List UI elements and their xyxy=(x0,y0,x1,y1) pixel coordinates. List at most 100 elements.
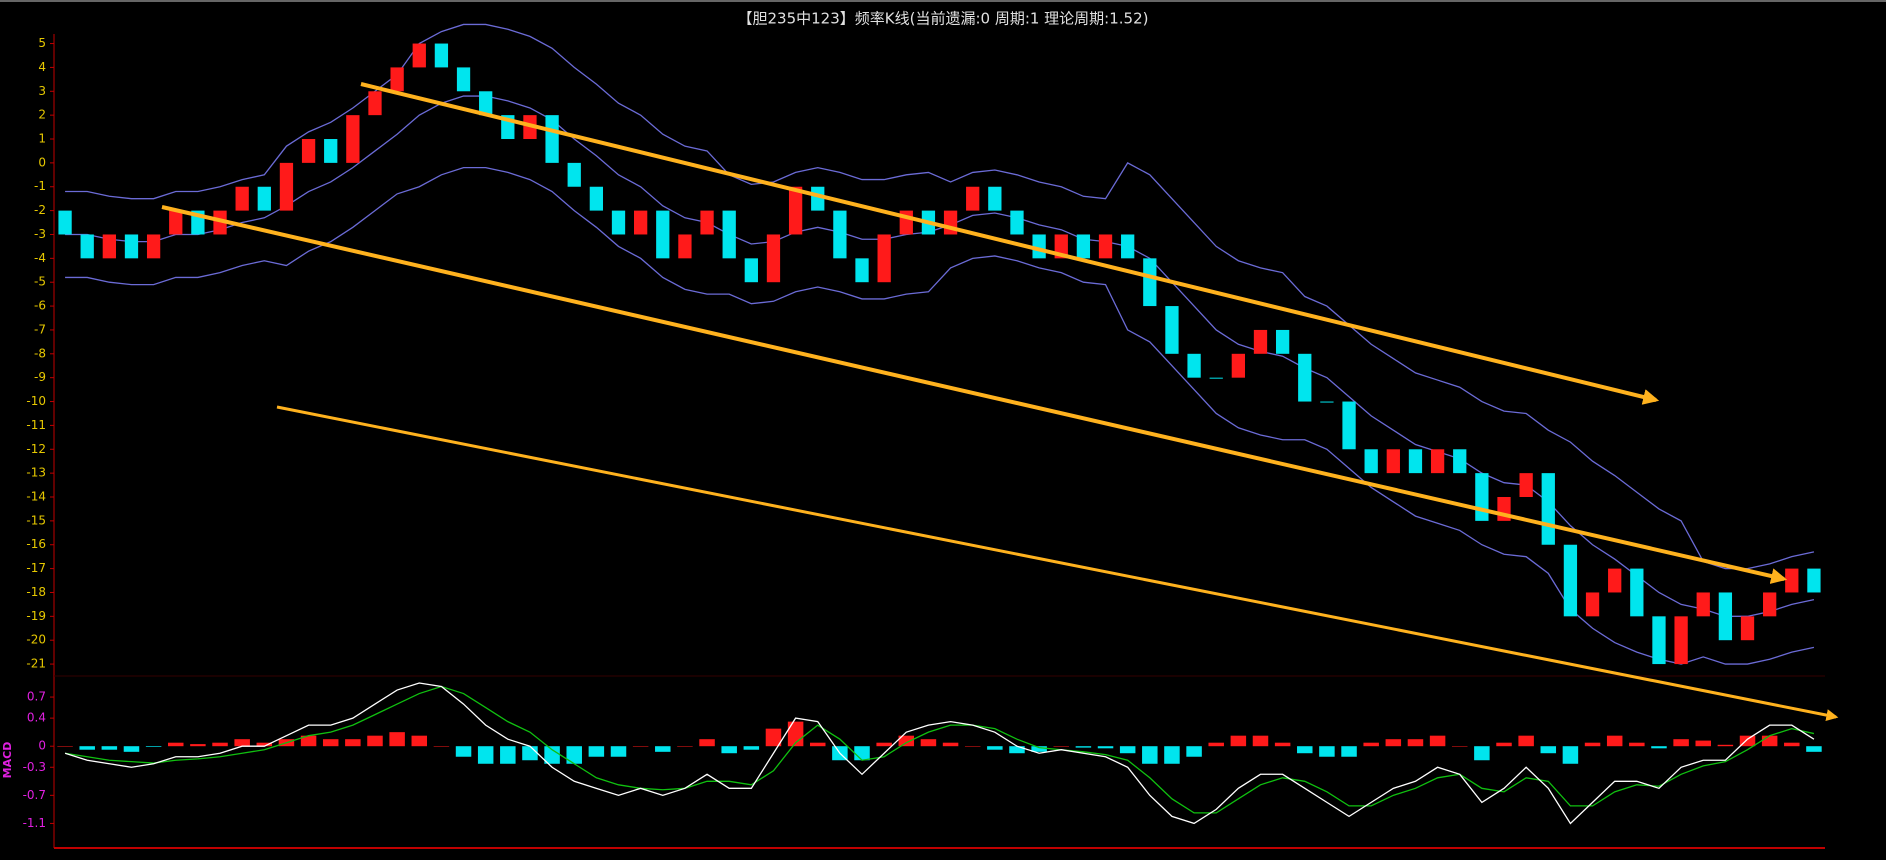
macd-bar xyxy=(1429,735,1446,747)
macd-bar xyxy=(1784,742,1800,747)
macd-bar xyxy=(1629,742,1645,747)
candle xyxy=(1231,353,1245,378)
macd-bar xyxy=(610,746,627,757)
macd-bar xyxy=(1009,746,1025,754)
candle xyxy=(1386,449,1400,474)
y-tick-label: 0.7 xyxy=(27,690,46,704)
macd-bar xyxy=(1119,746,1136,754)
macd-bar xyxy=(1031,746,1047,752)
y-tick-label: 2 xyxy=(38,108,46,122)
macd-bar xyxy=(522,746,538,761)
y-tick-label: -11 xyxy=(26,418,46,432)
candle xyxy=(1696,592,1710,617)
y-tick-label: 5 xyxy=(38,36,46,50)
trend-arrow xyxy=(161,205,1788,584)
candle xyxy=(1740,616,1755,641)
candle xyxy=(124,234,139,259)
candle xyxy=(80,234,94,259)
y-tick-label: -18 xyxy=(26,585,46,599)
y-tick-label: -3 xyxy=(34,227,46,241)
candle xyxy=(811,186,825,211)
macd-bar xyxy=(1297,746,1313,754)
macd-bar xyxy=(1584,742,1601,747)
candle xyxy=(700,210,714,235)
macd-bar xyxy=(1186,746,1202,757)
macd-bar xyxy=(964,746,981,747)
candle xyxy=(368,91,382,116)
candle xyxy=(1275,329,1290,354)
y-tick-label: -1 xyxy=(34,179,46,193)
macd-bar xyxy=(57,746,73,747)
macd-bar xyxy=(1695,740,1711,747)
y-tick-label: -7 xyxy=(34,322,46,336)
macd-bar xyxy=(1252,735,1269,747)
y-tick-label: -10 xyxy=(26,394,46,408)
candle xyxy=(966,186,980,211)
macd-bar xyxy=(1806,746,1822,752)
macd-bar xyxy=(632,746,649,747)
candle xyxy=(102,234,116,259)
y-tick-label: -17 xyxy=(26,561,46,575)
candle xyxy=(611,210,626,235)
macd-bar xyxy=(455,746,472,757)
candle xyxy=(257,186,271,211)
candle xyxy=(1032,234,1046,259)
y-tick-label: -0.7 xyxy=(23,788,46,802)
macd-bar xyxy=(79,746,95,750)
macd-bar xyxy=(1739,735,1756,747)
macd-bar xyxy=(345,739,361,747)
y-tick-label: -8 xyxy=(34,346,46,360)
candle xyxy=(567,162,581,187)
candle xyxy=(1674,616,1688,665)
macd-bar xyxy=(1451,746,1468,747)
y-tick-label: -12 xyxy=(26,442,46,456)
candle xyxy=(1320,401,1334,403)
candle xyxy=(235,186,249,211)
macd-bar xyxy=(898,735,915,747)
candle xyxy=(324,139,338,163)
candle xyxy=(1785,568,1799,593)
candle xyxy=(1652,616,1666,665)
candle xyxy=(213,210,227,235)
macd-bar xyxy=(1540,746,1557,754)
macd-bar xyxy=(1164,746,1180,764)
candle xyxy=(301,139,316,163)
macd-bar xyxy=(300,735,317,747)
candle xyxy=(1430,449,1445,474)
candle xyxy=(877,234,891,283)
y-tick-label: -4 xyxy=(34,251,46,265)
candle xyxy=(146,234,161,259)
macd-bar xyxy=(1407,739,1424,747)
y-tick-label: -19 xyxy=(26,609,46,623)
macd-bar xyxy=(477,746,494,764)
macd-bar xyxy=(1075,746,1092,748)
candle xyxy=(346,115,360,163)
candle xyxy=(766,234,781,283)
y-tick-label: 0.4 xyxy=(27,711,46,725)
candle xyxy=(1098,234,1113,259)
macd-bar xyxy=(168,742,184,747)
y-tick-label: -13 xyxy=(26,466,46,480)
macd-bar xyxy=(1053,746,1070,747)
macd-bar xyxy=(123,746,140,752)
macd-bar xyxy=(920,739,937,747)
candle xyxy=(169,210,183,235)
candle xyxy=(1121,234,1135,259)
y-tick-label: -5 xyxy=(34,275,46,289)
macd-bar xyxy=(1341,746,1357,757)
macd-bar xyxy=(854,746,870,761)
macd-bar xyxy=(1761,735,1778,747)
candle xyxy=(1718,592,1733,641)
candle xyxy=(1364,449,1378,474)
macd-bar xyxy=(721,746,737,754)
y-tick-label: 0 xyxy=(38,739,46,753)
chart-title: 【胆235中123】频率K线(当前遗漏:0 周期:1 理论周期:1.52) xyxy=(738,10,1149,28)
macd-bar xyxy=(411,735,428,747)
y-tick-label: 4 xyxy=(38,60,46,74)
macd-bar xyxy=(256,742,273,747)
macd-bar xyxy=(1208,742,1224,747)
trend-lines xyxy=(161,82,1839,722)
candle xyxy=(545,115,559,163)
candle xyxy=(279,162,294,211)
